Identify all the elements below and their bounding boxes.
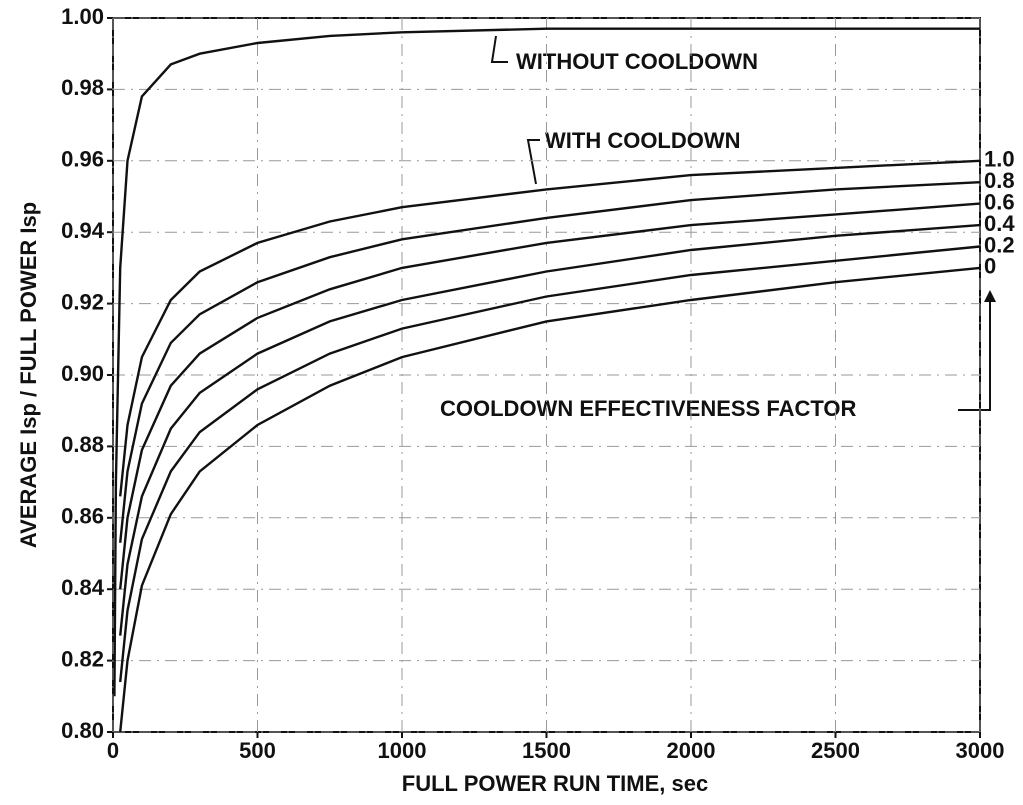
y-tick-label: 0.94 bbox=[61, 218, 105, 243]
y-tick-label: 0.86 bbox=[61, 504, 104, 529]
x-tick-label: 0 bbox=[107, 738, 119, 763]
x-tick-label: 2000 bbox=[667, 738, 716, 763]
y-tick-label: 1.00 bbox=[61, 4, 104, 29]
annotation: WITHOUT COOLDOWN bbox=[516, 49, 758, 74]
series-line bbox=[119, 202, 981, 590]
series-line bbox=[119, 159, 981, 497]
series-label: 0.2 bbox=[984, 232, 1015, 257]
y-tick-label: 0.80 bbox=[61, 718, 104, 743]
y-axis-label: AVERAGE Isp / FULL POWER Isp bbox=[16, 202, 41, 548]
y-tick-label: 0.84 bbox=[61, 575, 105, 600]
leader-line bbox=[490, 35, 508, 63]
leader-line bbox=[526, 139, 540, 185]
arrow-head bbox=[984, 290, 996, 302]
series-label: 0.8 bbox=[984, 168, 1015, 193]
x-tick-label: 1500 bbox=[522, 738, 571, 763]
series-line bbox=[113, 27, 980, 697]
y-tick-label: 0.90 bbox=[61, 361, 104, 386]
series-line bbox=[119, 266, 981, 733]
series-label: 1.0 bbox=[984, 147, 1015, 172]
series-label: 0.6 bbox=[984, 189, 1015, 214]
x-tick-label: 1000 bbox=[378, 738, 427, 763]
y-tick-label: 0.98 bbox=[61, 75, 104, 100]
x-tick-label: 2500 bbox=[811, 738, 860, 763]
x-tick-label: 3000 bbox=[956, 738, 1005, 763]
series-line bbox=[119, 181, 981, 543]
y-tick-label: 0.82 bbox=[61, 646, 104, 671]
y-tick-label: 0.96 bbox=[61, 147, 104, 172]
annotation: WITH COOLDOWN bbox=[545, 128, 741, 153]
y-tick-label: 0.92 bbox=[61, 289, 104, 314]
series-label: 0 bbox=[984, 254, 996, 279]
x-tick-label: 500 bbox=[239, 738, 276, 763]
series-line bbox=[119, 223, 981, 636]
x-axis-label: FULL POWER RUN TIME, sec bbox=[402, 771, 708, 796]
series-label: 0.4 bbox=[984, 211, 1015, 236]
annotation: COOLDOWN EFFECTIVENESS FACTOR bbox=[440, 396, 857, 421]
y-tick-label: 0.88 bbox=[61, 432, 104, 457]
series-line bbox=[119, 245, 981, 683]
leader-line bbox=[958, 300, 991, 411]
